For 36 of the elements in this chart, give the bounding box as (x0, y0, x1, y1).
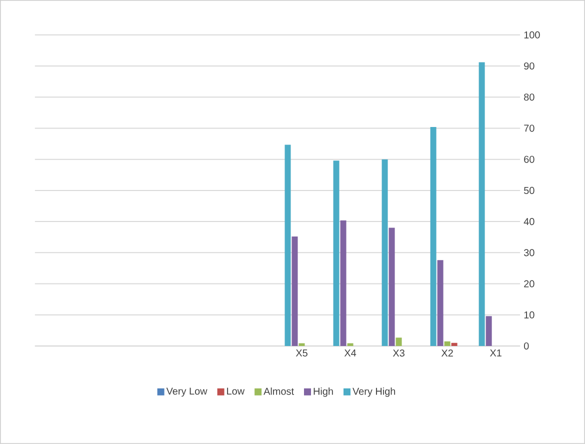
bar (430, 127, 436, 346)
y-tick-label: 30 (524, 249, 534, 256)
legend-label: High (314, 388, 333, 397)
bar (444, 341, 450, 346)
bar (388, 228, 395, 346)
x-tick-label: X4 (344, 350, 356, 356)
bar (478, 62, 485, 346)
y-tick-label: 80 (524, 94, 534, 101)
y-tick-label: 60 (524, 156, 534, 163)
bar (347, 343, 354, 346)
x-tick-label: X5 (296, 350, 308, 357)
bar (292, 236, 298, 346)
legend-label: Very High (352, 388, 396, 397)
y-tick-label: 0 (524, 342, 529, 350)
bar (284, 144, 291, 346)
x-tick-label: X2 (441, 350, 453, 357)
y-tick-label: 70 (524, 124, 534, 132)
bar (486, 316, 492, 346)
bar (451, 342, 458, 346)
y-tick-label: 100 (524, 31, 540, 38)
legend-label: Low (227, 388, 245, 395)
bar (382, 159, 388, 346)
x-tick-label: X1 (490, 350, 502, 356)
x-tick-label: X3 (392, 350, 404, 357)
y-tick-label: 20 (524, 280, 534, 288)
bar (298, 343, 305, 346)
bar (437, 260, 444, 346)
bar (340, 220, 346, 346)
y-tick-label: 90 (524, 62, 534, 70)
legend-label: Almost (264, 388, 294, 395)
y-tick-label: 10 (524, 311, 534, 318)
legend-label: Very Low (166, 388, 208, 397)
y-tick-label: 50 (524, 186, 534, 194)
bar (396, 338, 402, 346)
bar (333, 160, 340, 346)
y-tick-label: 40 (524, 218, 534, 226)
